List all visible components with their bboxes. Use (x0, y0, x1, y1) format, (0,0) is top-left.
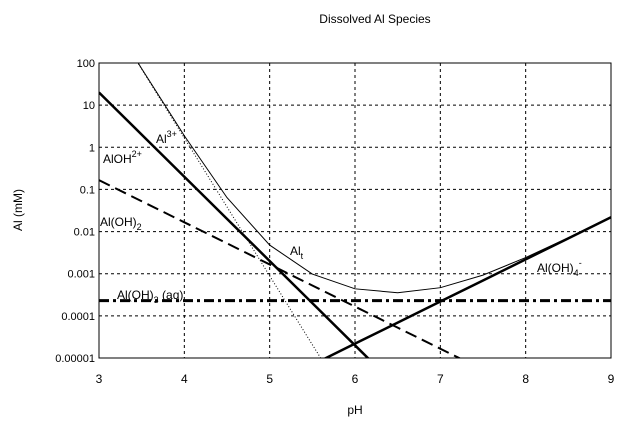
label-text: Al(OH) (100, 215, 137, 229)
label-text: (aq) (159, 288, 184, 302)
series-line (323, 216, 611, 358)
x-axis-label: pH (347, 403, 362, 417)
label-subscript: 4 (574, 268, 579, 278)
x-tick-label: 6 (352, 372, 359, 386)
label-subscript: 2 (137, 222, 142, 232)
series-label: Al(OH)4- (537, 258, 582, 278)
y-axis-label: Al (mM) (11, 189, 25, 231)
label-text: AlOH (103, 152, 132, 166)
y-tick-label: 0.001 (67, 269, 95, 281)
x-tick-label: 5 (266, 372, 273, 386)
x-tick-label: 4 (181, 372, 188, 386)
chart-title: Dissolved Al Species (319, 12, 430, 26)
x-tick-label: 9 (608, 372, 615, 386)
plot-border (98, 62, 612, 359)
label-superscript: - (579, 258, 582, 268)
y-tick-label: 10 (83, 100, 95, 112)
label-superscript: 2+ (132, 149, 142, 159)
series-label: Al(OH)2 (100, 215, 142, 232)
y-tick-label: 100 (77, 58, 95, 70)
y-tick-label: 0.01 (74, 227, 95, 239)
label-text: Al (156, 132, 167, 146)
label-subscript: t (301, 251, 304, 261)
label-text: Al(OH) (117, 288, 154, 302)
y-tick-label: 0.00001 (55, 353, 95, 365)
label-text: Al (290, 244, 301, 258)
series-label: Al3+ (156, 129, 177, 146)
label-subscript: 3 (154, 295, 159, 305)
label-text: Al(OH) (537, 261, 574, 275)
x-tick-label: 3 (96, 372, 103, 386)
series-label: Alt (290, 244, 304, 261)
series-line (99, 91, 370, 358)
series-label: Al(OH)3 (aq) (117, 288, 183, 305)
y-tick-label: 0.1 (80, 184, 95, 196)
series-label: AlOH2+ (103, 149, 142, 166)
y-tick-label: 0.0001 (61, 311, 95, 323)
plot-area (99, 63, 611, 358)
series-line (137, 63, 611, 294)
series-line (137, 63, 322, 358)
x-tick-label: 8 (522, 372, 529, 386)
label-superscript: 3+ (167, 129, 177, 139)
y-tick-label: 1 (89, 142, 95, 154)
x-tick-label: 7 (437, 372, 444, 386)
series-line (99, 179, 462, 358)
